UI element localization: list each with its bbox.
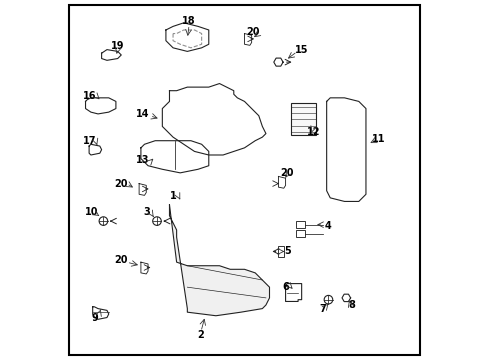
Bar — [296, 221, 305, 228]
Text: 20: 20 — [114, 255, 128, 265]
Text: 9: 9 — [92, 312, 99, 323]
Text: 8: 8 — [347, 300, 354, 310]
Text: 10: 10 — [85, 207, 98, 217]
Bar — [278, 246, 283, 257]
Text: 2: 2 — [197, 330, 204, 341]
Text: 20: 20 — [114, 179, 128, 189]
Text: 6: 6 — [282, 282, 288, 292]
Text: 1: 1 — [169, 191, 176, 201]
Bar — [290, 103, 315, 135]
Text: 11: 11 — [371, 134, 385, 144]
Text: 18: 18 — [182, 16, 196, 26]
Text: 14: 14 — [136, 109, 149, 119]
Text: 13: 13 — [136, 156, 149, 165]
Text: 12: 12 — [307, 127, 320, 137]
Text: 7: 7 — [319, 303, 326, 314]
Text: 20: 20 — [246, 27, 260, 37]
Text: 20: 20 — [280, 168, 293, 178]
Text: 17: 17 — [83, 136, 97, 146]
Text: 15: 15 — [294, 45, 308, 55]
Text: 4: 4 — [325, 221, 331, 231]
Text: 5: 5 — [284, 247, 290, 256]
Polygon shape — [169, 205, 269, 316]
Text: 3: 3 — [142, 207, 149, 217]
Text: 16: 16 — [83, 91, 97, 101]
Text: 19: 19 — [111, 41, 124, 51]
Bar — [296, 230, 305, 237]
